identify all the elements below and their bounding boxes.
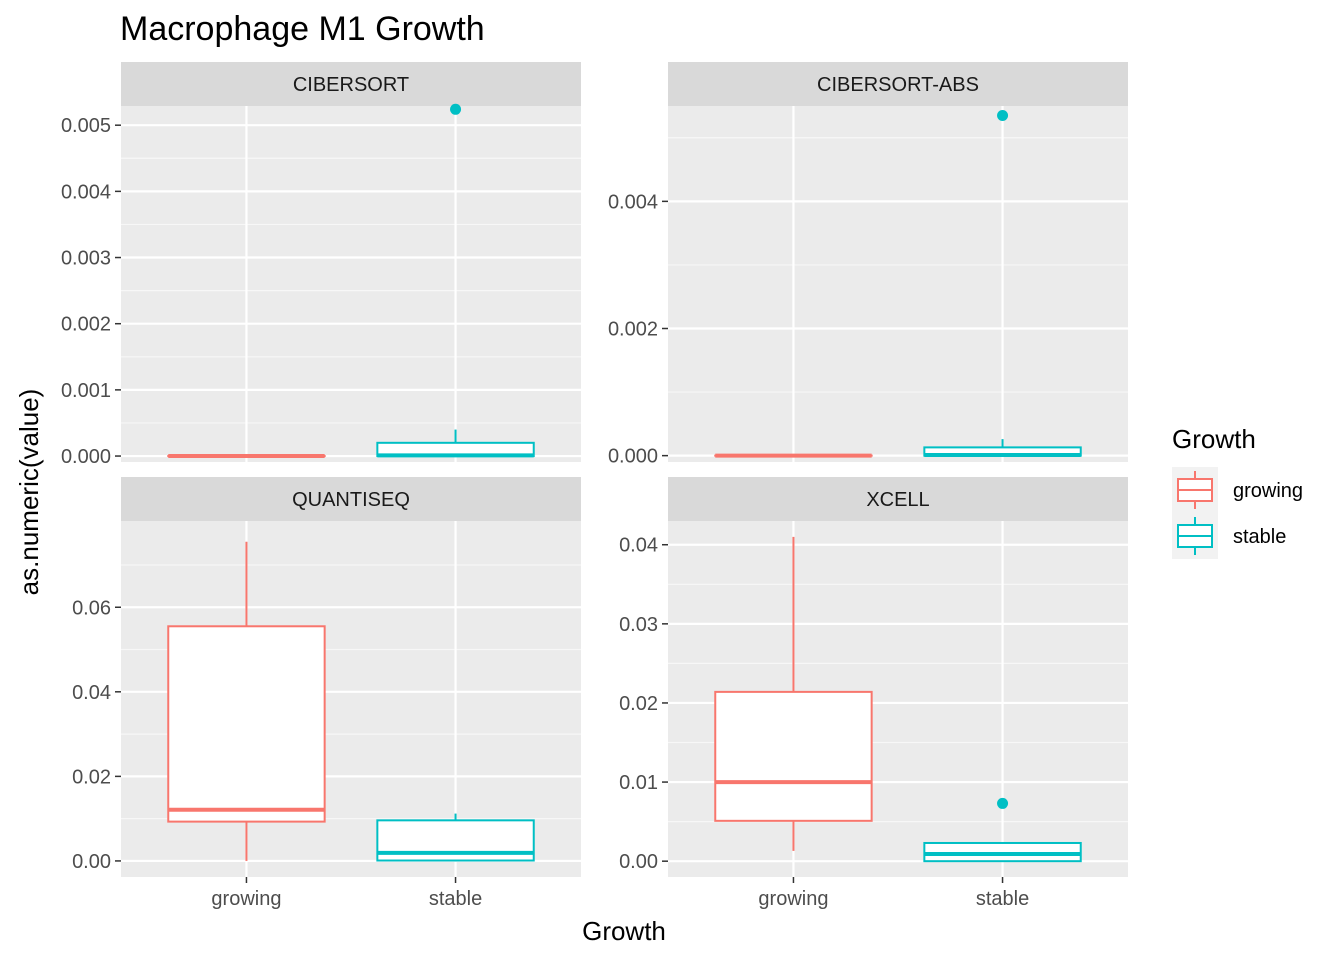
y-tick-label: 0.00 (619, 851, 658, 873)
x-tick-label: stable (976, 888, 1029, 910)
x-tick-label: growing (758, 888, 828, 910)
y-tick-label: 0.03 (619, 614, 658, 636)
y-tick-label: 0.02 (72, 766, 111, 788)
legend: Growth growing stable (1172, 424, 1303, 559)
outlier-point (450, 103, 462, 115)
facet-strip (668, 477, 1128, 521)
y-tick-label: 0.06 (72, 597, 111, 619)
facet-strip-label: CIBERSORT-ABS (817, 74, 979, 96)
box-stable (923, 110, 1082, 458)
y-tick-label: 0.000 (61, 446, 111, 468)
box-stable (376, 103, 535, 458)
panel-background (668, 106, 1128, 462)
facet-strip (121, 477, 581, 521)
y-tick-label: 0.04 (619, 535, 658, 557)
legend-key-stable: stable (1172, 513, 1286, 559)
facet-panels: CIBERSORT0.0000.0010.0020.0030.0040.005C… (61, 62, 1128, 910)
box-body (167, 625, 326, 823)
panel-cibersort: CIBERSORT 0.000 0.001 0.002 0.003 0.004 0.005 (61, 62, 581, 468)
y-tick-label: 0.01 (619, 772, 658, 794)
y-tick-label: 0.003 (61, 248, 111, 270)
facet-strip (668, 62, 1128, 106)
facet-strip-label: QUANTISEQ (292, 489, 410, 511)
x-tick-label: stable (429, 888, 482, 910)
outlier-point (997, 110, 1009, 122)
facet-strip-label: XCELL (866, 489, 929, 511)
facet-strip (121, 62, 581, 106)
y-tick-label: 0.004 (61, 181, 111, 203)
outlier-point (997, 797, 1009, 809)
legend-title: Growth (1172, 424, 1256, 454)
x-axis-title: Growth (582, 916, 666, 946)
box-growing (167, 541, 326, 861)
panel-xcell: XCELL 0.00 0.01 0.02 0.03 0.04 growing stable (619, 477, 1128, 910)
legend-keys: growing stable (1172, 467, 1303, 559)
y-tick-label: 0.00 (72, 851, 111, 873)
y-axis-title: as.numeric(value) (14, 389, 44, 596)
y-tick-label: 0.001 (61, 380, 111, 402)
x-tick-label: growing (211, 888, 281, 910)
y-tick-label: 0.002 (61, 314, 111, 336)
panel-background (121, 106, 581, 462)
facet-strip-label: CIBERSORT (293, 74, 409, 96)
panel-cibersort-abs: CIBERSORT-ABS 0.000 0.002 0.004 (608, 62, 1128, 468)
legend-label: stable (1233, 526, 1286, 548)
box-body (714, 690, 873, 822)
chart-title: Macrophage M1 Growth (120, 10, 485, 48)
y-tick-label: 0.004 (608, 191, 658, 213)
box-stable (923, 797, 1082, 863)
panel-quantiseq: QUANTISEQ 0.00 0.02 0.04 0.06 growing stable (72, 477, 581, 910)
y-tick-label: 0.02 (619, 693, 658, 715)
legend-label: growing (1233, 480, 1303, 502)
y-tick-label: 0.000 (608, 446, 658, 468)
box-stable (376, 813, 535, 862)
box-growing (714, 536, 873, 851)
legend-key-growing: growing (1172, 467, 1303, 513)
y-tick-label: 0.002 (608, 319, 658, 341)
y-tick-label: 0.005 (61, 115, 111, 137)
y-tick-label: 0.04 (72, 682, 111, 704)
